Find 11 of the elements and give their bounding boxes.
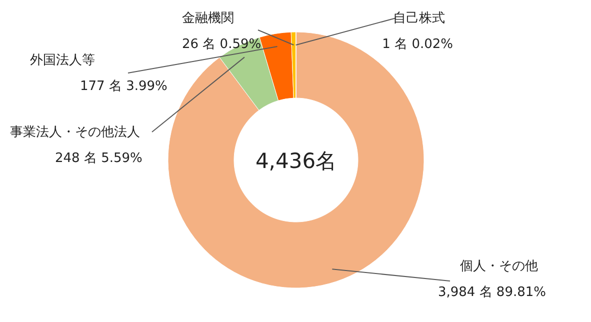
slice-label: 外国法人等: [30, 53, 95, 68]
slice-label: 金融機関: [182, 11, 234, 26]
data-label: 3,984 名 89.81%: [438, 285, 546, 300]
data-label: 1 名 0.02%: [382, 37, 453, 52]
data-label: 177 名 3.99%: [80, 79, 168, 94]
text: 4,436名: [255, 149, 337, 173]
data-label: 248 名 5.59%: [55, 151, 142, 166]
slice-label: 自己株式: [393, 11, 445, 26]
data-label: 26 名 0.59%: [182, 37, 262, 52]
slice-label: 個人・その他: [460, 259, 538, 274]
slice-label: 事業法人・その他法人: [10, 125, 140, 140]
